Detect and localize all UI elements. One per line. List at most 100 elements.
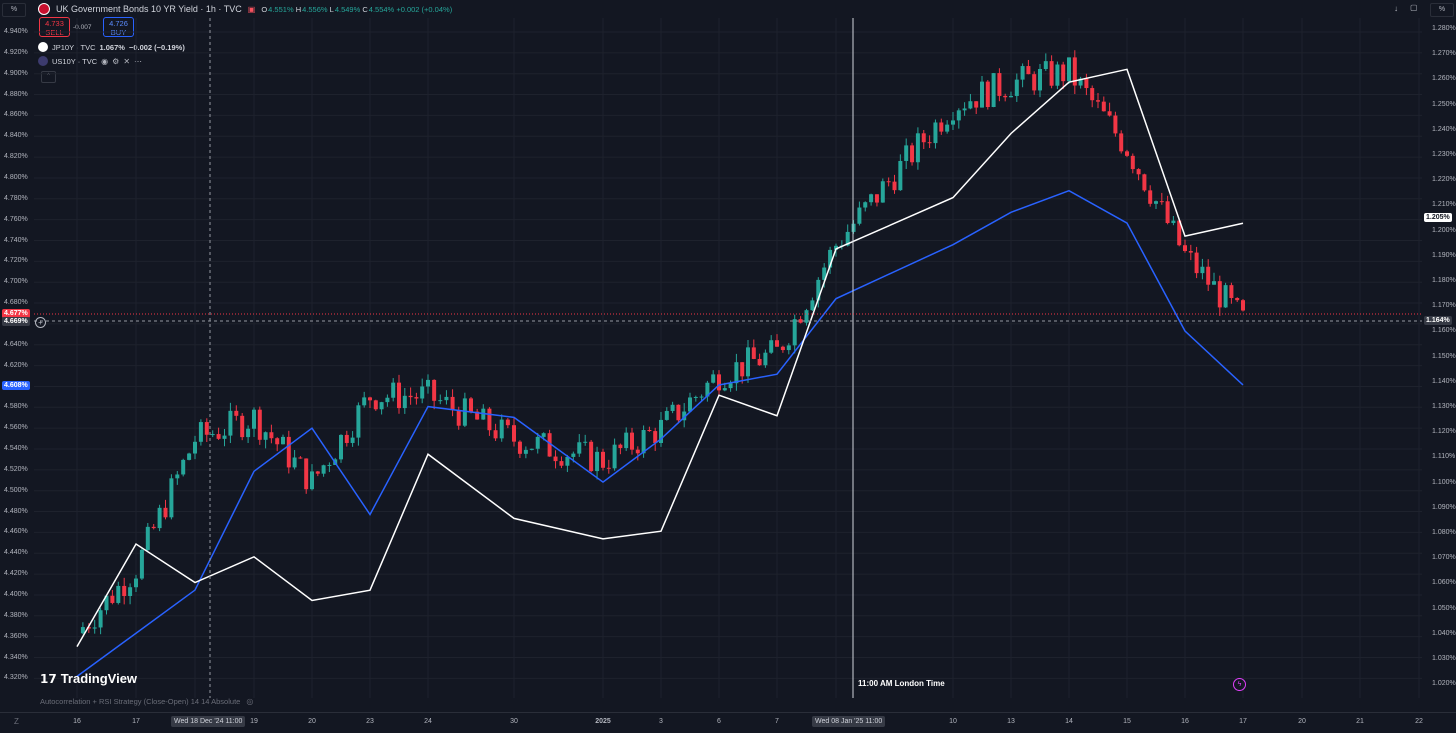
left-axis-tick: 4.700% <box>4 278 28 286</box>
more-icon[interactable]: ⋯ <box>134 56 143 66</box>
left-axis-tick: 4.340% <box>4 653 28 661</box>
candle-body <box>717 374 721 391</box>
add-alert-icon[interactable]: + <box>35 317 46 328</box>
date-tick: 17 <box>1239 718 1247 725</box>
candle-body <box>939 122 944 132</box>
candle-body <box>493 430 498 439</box>
candle-body <box>210 434 215 436</box>
percent-scale-right-button[interactable]: % <box>1430 3 1454 17</box>
right-price-axis[interactable]: 1.280% 1.270% 1.260% 1.250% 1.240% 1.230% 1.22… <box>1422 18 1456 698</box>
eye-icon[interactable]: ◉ <box>101 56 109 66</box>
left-axis-tick: 4.860% <box>4 111 28 119</box>
arrow-down-icon[interactable]: ↓ <box>1394 4 1398 13</box>
delete-icon[interactable]: ✕ <box>123 56 131 66</box>
jp10y-value: 1.067% <box>99 42 125 52</box>
jp10y-name: JP10Y · TVC <box>52 42 96 52</box>
left-axis-tick: 4.560% <box>4 424 28 432</box>
time-axis[interactable]: Z 16171819202324302025367810131415161720… <box>0 712 1456 733</box>
date-tick: 16 <box>73 718 81 725</box>
candle-body <box>612 444 617 469</box>
left-axis-tick: 4.540% <box>4 445 28 452</box>
left-axis-tick: 4.880% <box>4 90 28 98</box>
legend-us10y[interactable]: US10Y · TVC ◉ ⚙ ✕ ⋯ <box>38 55 142 67</box>
candle-body <box>350 437 355 443</box>
right-axis-tick: 1.050% <box>1432 604 1456 612</box>
candle-body <box>606 467 611 469</box>
indicator-legend[interactable]: Autocorrelation + RSI Strategy (Close-Op… <box>40 697 253 706</box>
candle-body <box>402 395 407 409</box>
candle-body <box>499 419 504 439</box>
lightning-icon[interactable]: ϟ <box>1233 678 1246 691</box>
ohlc-readout: O4.551% H4.556% L4.549% C4.554% +0.002 (… <box>261 4 453 14</box>
left-axis-tick: 4.720% <box>4 257 28 265</box>
candle-body <box>751 347 756 359</box>
candle-body <box>110 595 115 603</box>
candle-body <box>187 453 192 460</box>
candle-body <box>517 441 522 454</box>
candle-body <box>1148 190 1153 204</box>
candle-body <box>222 435 227 439</box>
candle-body <box>985 81 990 107</box>
candle-body <box>910 145 915 163</box>
right-axis-tick: 1.190% <box>1432 251 1456 259</box>
candle-body <box>845 231 850 246</box>
candle-body <box>775 340 779 347</box>
candle-body <box>968 101 973 109</box>
date-tick: 21 <box>1356 718 1364 725</box>
candle-body <box>1113 115 1118 134</box>
left-axis-tick: 4.480% <box>4 507 28 515</box>
candle-body <box>420 386 425 399</box>
candle-body <box>535 436 540 449</box>
candle-body <box>571 453 576 457</box>
candle-body <box>298 457 303 459</box>
candle-body <box>362 397 367 406</box>
candle-body <box>945 124 950 132</box>
candle-body <box>286 436 291 468</box>
hidden-eye-icon[interactable]: ◎ <box>246 697 254 706</box>
percent-scale-left-button[interactable]: % <box>2 3 26 17</box>
left-axis-tick: 4.580% <box>4 403 28 411</box>
candle-body <box>1177 220 1182 246</box>
crosshair-date-label: Wed 18 Dec '24 11:00 <box>171 716 246 727</box>
jp10y-line <box>76 68 1244 648</box>
crosshair-time-label: 11:00 AM London Time <box>858 679 945 688</box>
candle-body <box>1154 201 1158 204</box>
go-back-icon[interactable]: Z <box>14 717 19 726</box>
candle-body <box>151 526 156 529</box>
candle-body <box>1084 78 1089 89</box>
jp10y-change: −0.002 (−0.19%) <box>128 42 185 52</box>
candle-body <box>116 585 121 603</box>
candle-body <box>1090 88 1095 101</box>
candle-body <box>414 397 419 399</box>
maximize-icon[interactable]: ▢ <box>1410 3 1418 12</box>
candle-body <box>722 388 727 391</box>
candle-body <box>257 409 262 440</box>
candle-body <box>385 397 390 403</box>
candle-body <box>1119 133 1124 152</box>
legend-jp10y[interactable]: JP10Y · TVC 1.067% −0.002 (−0.19%) <box>38 41 185 53</box>
candle-body <box>595 451 600 472</box>
candle-body <box>757 358 762 366</box>
candle-body <box>746 347 750 377</box>
candle-body <box>688 397 692 412</box>
collapse-legend-button[interactable]: ⌃ <box>41 71 56 83</box>
candle-body <box>1020 66 1025 80</box>
candle-body <box>456 409 461 426</box>
date-tick: 16 <box>1181 718 1189 725</box>
candle-body <box>630 432 634 450</box>
settings-icon[interactable]: ⚙ <box>112 56 120 66</box>
candle-body <box>659 419 663 444</box>
right-axis-tick: 1.250% <box>1432 100 1456 108</box>
candle-body <box>128 587 133 596</box>
candle-body <box>547 433 552 457</box>
candle-body <box>624 432 629 449</box>
candle-body <box>822 267 827 280</box>
left-price-axis[interactable]: 4.940% 4.920% 4.900% 4.880% 4.860% 4.840% 4.82… <box>0 18 34 698</box>
candle-body <box>175 474 180 479</box>
candle-body <box>1194 252 1199 274</box>
market-status-icon[interactable]: ▣ <box>247 4 256 14</box>
symbol-title[interactable]: UK Government Bonds 10 YR Yield · 1h · T… <box>56 4 242 14</box>
price-chart[interactable] <box>34 18 1422 698</box>
candle-body <box>86 627 91 629</box>
left-axis-tick: 4.380% <box>4 611 28 619</box>
